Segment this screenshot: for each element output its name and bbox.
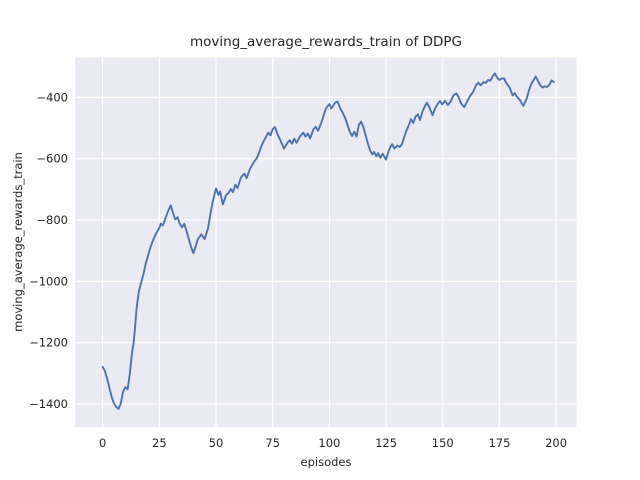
y-axis-label: moving_average_rewards_train <box>11 152 25 332</box>
x-tick-label: 100 <box>318 436 340 450</box>
axes-background <box>75 57 577 427</box>
x-tick-label: 200 <box>545 436 567 450</box>
y-tick-label: −1400 <box>29 397 68 411</box>
x-tick-label: 0 <box>99 436 106 450</box>
x-tick-label: 125 <box>375 436 397 450</box>
x-tick-label: 175 <box>488 436 510 450</box>
x-tick-label: 150 <box>432 436 454 450</box>
y-tick-label: −1200 <box>29 336 68 350</box>
x-tick-label: 50 <box>209 436 224 450</box>
y-tick-label: −800 <box>36 213 68 227</box>
x-axis-label: episodes <box>300 455 352 469</box>
y-tick-label: −400 <box>36 90 68 104</box>
chart-title: moving_average_rewards_train of DDPG <box>190 34 462 50</box>
x-tick-label: 25 <box>152 436 167 450</box>
y-tick-label: −1000 <box>29 274 68 288</box>
y-tick-label: −600 <box>36 152 68 166</box>
x-tick-label: 75 <box>265 436 280 450</box>
data-line <box>101 72 555 410</box>
